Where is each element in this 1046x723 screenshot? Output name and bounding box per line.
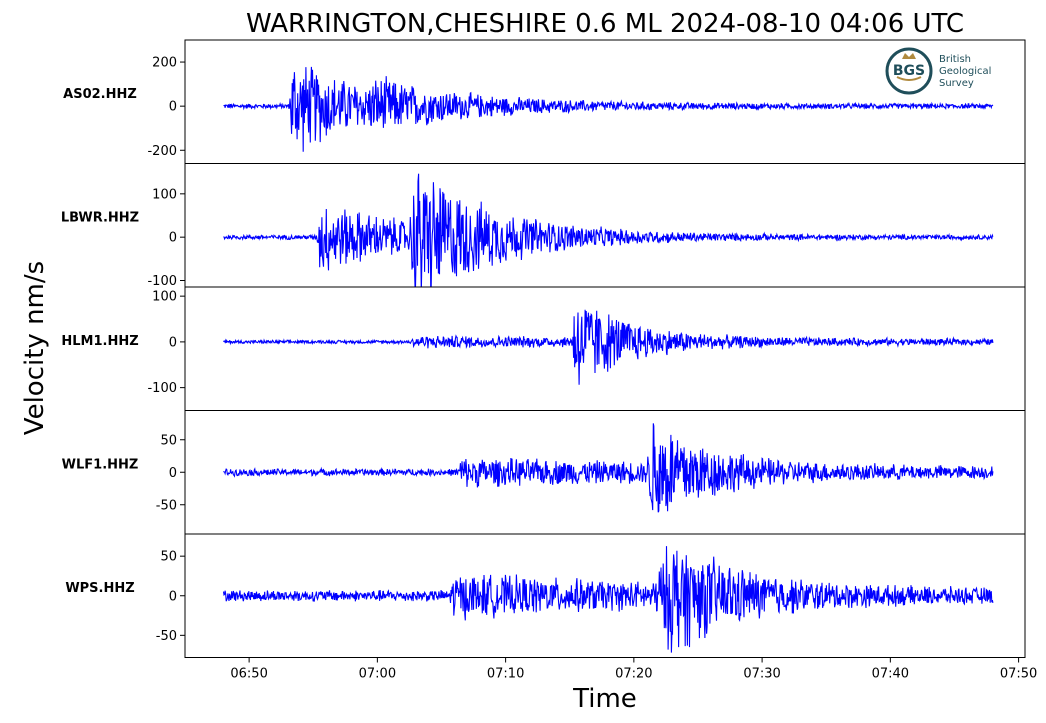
y-tick-label: 50 [160,550,177,565]
trace-as02-hhz [223,66,994,152]
station-label: HLM1.HHZ [61,334,138,349]
trace-wlf1-hhz [223,423,994,513]
panel-lbwr-hhz: 100 0 -100 LBWR.HHZ [61,163,1026,289]
x-axis: 06:50 07:00 07:10 07:20 07:30 07:40 07:50 [230,657,1037,682]
panel-frame [184,163,1026,288]
y-tick-label: -100 [147,274,177,289]
logo-line-1: British [939,54,971,65]
x-tick-label: 07:50 [1000,667,1037,682]
x-axis-label: Time [572,684,637,714]
y-tick-label: 0 [169,589,177,604]
x-tick-label: 07:00 [359,667,396,682]
x-tick-label: 07:30 [743,667,780,682]
logo-line-2: Geological [939,66,991,77]
logo-ring [885,47,933,95]
station-label: AS02.HHZ [63,87,137,102]
y-tick-label: 0 [169,466,177,481]
y-tick-label: 100 [152,187,177,202]
x-tick-label: 07:40 [872,667,909,682]
x-tick-label: 07:20 [615,667,652,682]
y-tick-label: 100 [152,290,177,305]
logo-line-3: Survey [939,78,974,89]
station-label: WLF1.HHZ [62,457,139,472]
bgs-logo: BGS British Geological Survey [885,47,991,95]
panel-wlf1-hhz: 50 0 -50 WLF1.HHZ [62,410,1026,535]
station-label: WPS.HHZ [65,581,134,596]
x-tick-label: 07:10 [487,667,524,682]
y-tick-label: 0 [169,335,177,350]
logo-initials: BGS [893,63,925,79]
logo-crown-icon [902,53,916,59]
y-tick-label: 0 [169,231,177,246]
chart-title: WARRINGTON,CHESHIRE 0.6 ML 2024-08-10 04… [246,9,964,39]
y-tick-label: -100 [147,381,177,396]
panel-as02-hhz: 200 0 -200 AS02.HHZ [63,39,1026,164]
logo-swoosh [896,76,922,81]
trace-wps-hhz [222,546,994,653]
trace-lbwr-hhz [223,173,994,287]
y-axis-label: Velocity nm/s [20,261,50,435]
y-tick-label: -50 [156,498,177,513]
x-tick-label: 06:50 [230,667,267,682]
trace-hlm1-hhz [223,309,994,385]
y-tick-label: 0 [169,100,177,115]
panel-wps-hhz: 50 0 -50 WPS.HHZ [65,533,1026,658]
panels: 200 0 -200 AS02.HHZ 100 0 -100 LBWR.HHZ 100 0 -100… [61,39,1026,658]
panel-hlm1-hhz: 100 0 -100 HLM1.HHZ [61,286,1026,411]
station-label: LBWR.HHZ [61,210,139,225]
y-tick-label: 50 [160,433,177,448]
y-tick-label: -50 [156,629,177,644]
y-tick-label: 200 [152,56,177,71]
y-tick-label: -200 [147,144,177,159]
